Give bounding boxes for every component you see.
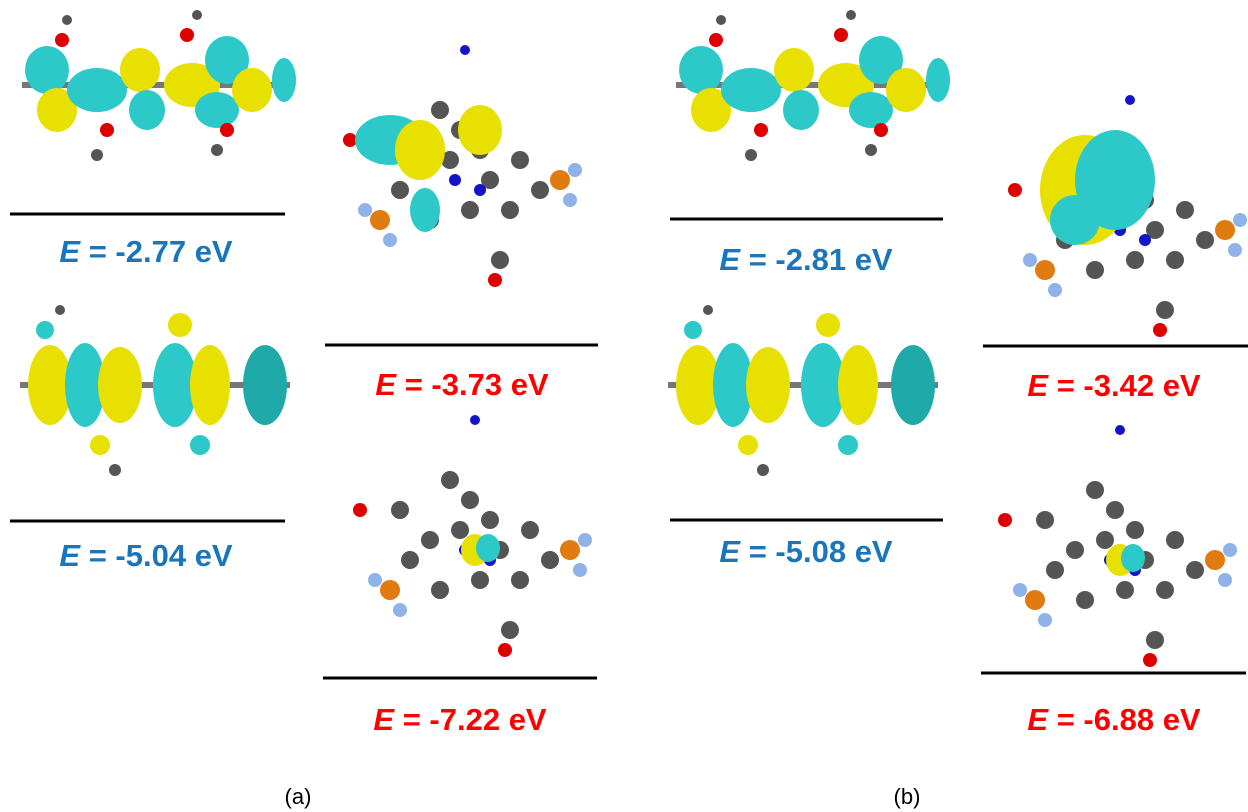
complex-lumo (343, 45, 582, 287)
complex-lumo (1008, 95, 1247, 337)
energy-label: E = -7.22 eV (373, 702, 547, 737)
polymer-homo (20, 305, 290, 476)
panel-caption: (a) (285, 784, 312, 809)
energy-label: E = -5.08 eV (719, 534, 893, 569)
polymer-homo (668, 305, 938, 476)
energy-label: E = -6.88 eV (1027, 702, 1201, 737)
energy-label: E = -3.42 eV (1027, 368, 1201, 403)
energy-label: E = -2.81 eV (719, 242, 893, 277)
panel-caption: (b) (894, 784, 921, 809)
complex-homo (353, 415, 592, 657)
polymer-lumo (676, 10, 950, 161)
energy-label: E = -5.04 eV (59, 538, 233, 573)
complex-homo (998, 425, 1237, 667)
polymer-lumo (22, 10, 296, 161)
energy-label: E = -2.77 eV (59, 234, 233, 269)
energy-label: E = -3.73 eV (375, 367, 549, 402)
